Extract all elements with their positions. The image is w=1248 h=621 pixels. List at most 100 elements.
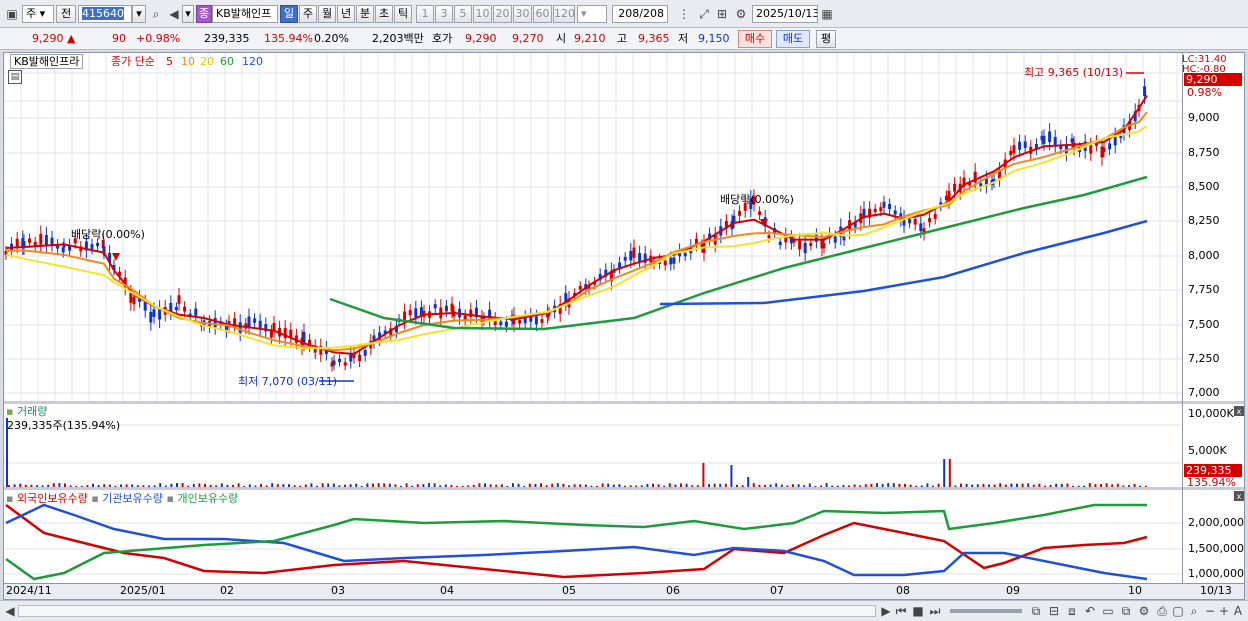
volume-bar <box>1139 485 1142 487</box>
volume-bar <box>545 485 548 487</box>
tab-week[interactable]: 주 <box>299 5 317 23</box>
scroll-right-icon[interactable]: ▶ <box>881 604 891 618</box>
volume-bar <box>19 483 22 487</box>
calendar-icon[interactable]: ▦ <box>821 7 833 21</box>
candle-body <box>908 219 912 224</box>
gear-icon[interactable]: ⚙ <box>735 7 747 21</box>
volume-bar <box>103 484 106 487</box>
tab-tick[interactable]: 틱 <box>394 5 412 23</box>
candle-body <box>269 331 273 338</box>
tab-second[interactable]: 초 <box>375 5 393 23</box>
close-icon[interactable]: x <box>1234 491 1244 501</box>
zoom-icon[interactable]: ⌕ <box>1190 603 1198 618</box>
interval-20[interactable]: 20 <box>493 5 512 23</box>
volume-bar <box>243 485 246 487</box>
draw-line-icon[interactable]: ⤢ <box>699 6 709 21</box>
crosshair-icon[interactable]: ⊞ <box>716 7 728 21</box>
copy-icon[interactable]: ⧉ <box>1121 603 1131 618</box>
volume-bar <box>965 484 968 487</box>
volume-bar <box>1060 483 1063 487</box>
date-field[interactable]: 2025/10/13 <box>752 5 818 23</box>
candle-body <box>1064 143 1068 154</box>
volume-bar <box>534 483 537 487</box>
candle-body <box>973 171 977 183</box>
interval-60[interactable]: 60 <box>533 5 552 23</box>
settings-icon[interactable]: ⚙ <box>1138 604 1150 618</box>
compare-icon[interactable]: ⧈ <box>1068 603 1076 618</box>
window-icon[interactable]: ▣ <box>6 7 18 21</box>
candle-body <box>919 223 923 232</box>
badge-dropdown[interactable]: ▾ <box>182 5 194 23</box>
candle-body <box>1042 136 1046 144</box>
interval-10[interactable]: 10 <box>473 5 492 23</box>
interval-3[interactable]: 3 <box>435 5 453 23</box>
candle-body <box>700 244 704 248</box>
low-label: 저 <box>678 32 689 45</box>
scrollbar-track[interactable] <box>18 605 876 617</box>
zoom-in-icon[interactable]: + <box>1218 604 1230 618</box>
volume-bar <box>299 485 302 487</box>
prev-button[interactable]: 전 <box>56 5 76 23</box>
close-icon[interactable]: x <box>1234 406 1244 416</box>
interval-120[interactable]: 120 <box>553 5 575 23</box>
tab-year[interactable]: 년 <box>337 5 355 23</box>
candle-body <box>1009 150 1013 156</box>
holders-panel-divider[interactable] <box>4 487 1244 490</box>
interval-5[interactable]: 5 <box>454 5 472 23</box>
volume-bar <box>517 483 520 487</box>
volume-bar <box>506 485 509 487</box>
zoom-out-icon[interactable]: − <box>1204 604 1216 618</box>
tab-minute[interactable]: 분 <box>356 5 374 23</box>
volume-bar <box>954 485 957 487</box>
tab-day[interactable]: 일 <box>280 5 298 23</box>
font-size-icon[interactable]: A <box>1233 604 1243 618</box>
volume-bar <box>808 483 811 487</box>
zoom-slider[interactable] <box>950 609 1022 613</box>
search-icon[interactable]: ⌕ <box>152 6 160 21</box>
interval-1[interactable]: 1 <box>416 5 434 23</box>
volume-bar <box>164 485 167 487</box>
eval-button[interactable]: 평 <box>816 30 836 48</box>
interval-30[interactable]: 30 <box>513 5 532 23</box>
undo-icon[interactable]: ↶ <box>1084 604 1096 618</box>
sell-button[interactable]: 매도 <box>776 30 810 48</box>
chart-type-icon[interactable]: ⋮ <box>678 7 690 21</box>
ma120-line <box>659 219 1148 306</box>
stop-icon[interactable]: ■ <box>912 604 924 618</box>
interval-combo[interactable]: ▾ <box>577 5 607 23</box>
volume-bar <box>719 483 722 487</box>
buy-button[interactable]: 매수 <box>738 30 772 48</box>
chart-area[interactable]: KB발해인프라 종가 단순 5 10 20 60 120 ▤ LC:31.40 … <box>3 52 1245 600</box>
split-icon[interactable]: ⊟ <box>1048 604 1060 618</box>
data-count-field[interactable]: 208/208 <box>612 5 668 23</box>
period-combo[interactable]: 주 ▾ <box>22 5 54 23</box>
volume-bar <box>993 484 996 487</box>
candle-body <box>814 234 818 242</box>
volume-panel-divider[interactable] <box>4 401 1244 404</box>
save-icon[interactable]: ▭ <box>1102 604 1114 618</box>
layout-icon[interactable]: ⧉ <box>1031 603 1041 618</box>
data-table-icon[interactable]: ▤ <box>8 70 22 84</box>
tab-month[interactable]: 월 <box>318 5 336 23</box>
price-tick: 8,750 <box>1188 146 1220 159</box>
print-icon[interactable]: ⎙ <box>1157 603 1167 618</box>
volume-bar <box>825 483 828 487</box>
bid-price: 9,270 <box>512 32 544 45</box>
first-page-icon[interactable]: ⏮ <box>895 603 907 618</box>
speaker-icon[interactable]: ◀ <box>169 7 179 21</box>
stock-code-input[interactable]: 415640 <box>78 5 132 23</box>
volume-tick-5000k: 5,000K <box>1188 444 1227 457</box>
volume-bar <box>484 483 486 487</box>
volume-bar <box>663 485 666 487</box>
volume-bar <box>304 484 307 487</box>
date-tick: 2025/01 <box>120 584 166 597</box>
scroll-left-icon[interactable]: ◀ <box>5 604 15 618</box>
last-page-icon[interactable]: ⏭ <box>929 603 941 618</box>
volume-bar <box>181 483 184 487</box>
window-icon[interactable]: ▢ <box>1172 604 1184 618</box>
code-dropdown-button[interactable]: ▾ <box>132 5 146 23</box>
volume-bar <box>909 484 912 487</box>
volume-bar <box>209 484 212 487</box>
volume-bar <box>764 484 766 487</box>
volume-bar <box>859 485 862 487</box>
